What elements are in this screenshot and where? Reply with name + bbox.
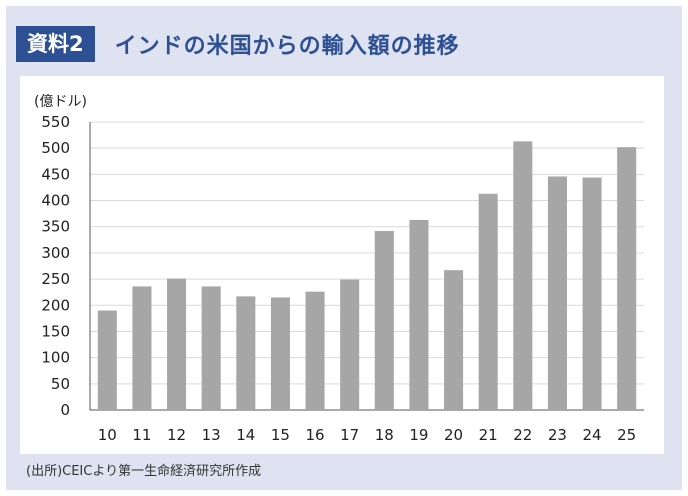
bar-22 bbox=[513, 141, 533, 410]
y-tick-label: 50 bbox=[51, 375, 70, 393]
bar-10 bbox=[97, 310, 117, 410]
x-tick-label: 25 bbox=[617, 426, 636, 444]
y-tick-label: 500 bbox=[41, 139, 70, 157]
bar-12 bbox=[167, 278, 187, 410]
bar-19 bbox=[409, 219, 429, 410]
y-tick-label: 150 bbox=[41, 322, 70, 340]
x-tick-label: 24 bbox=[583, 426, 602, 444]
y-tick-label: 0 bbox=[60, 401, 70, 419]
chart-panel: (億ドル) 0 50 100 150 200 250 300 350 400 450 500 550 1… bbox=[20, 76, 664, 454]
x-tick-label: 19 bbox=[409, 426, 428, 444]
bar-17 bbox=[340, 279, 360, 410]
x-tick-label: 10 bbox=[98, 426, 117, 444]
x-tick-label: 13 bbox=[202, 426, 221, 444]
y-tick-label: 350 bbox=[41, 218, 70, 236]
y-tick-label: 250 bbox=[41, 270, 70, 288]
bar-13 bbox=[201, 286, 221, 410]
bar-15 bbox=[270, 297, 290, 410]
y-tick-label: 550 bbox=[41, 113, 70, 131]
bar-11 bbox=[132, 286, 152, 410]
x-tick-label: 21 bbox=[479, 426, 498, 444]
y-axis-unit-label: (億ドル) bbox=[34, 94, 87, 110]
x-tick-label: 17 bbox=[340, 426, 359, 444]
source-note: (出所)CEICより第一生命経済研究所作成 bbox=[26, 464, 262, 479]
x-tick-label: 18 bbox=[375, 426, 394, 444]
y-tick-label: 450 bbox=[41, 165, 70, 183]
x-tick-label: 16 bbox=[306, 426, 325, 444]
figure-badge: 資料2 bbox=[16, 26, 95, 62]
bar-chart: (億ドル) 0 50 100 150 200 250 300 350 400 450 500 550 1… bbox=[34, 94, 644, 444]
bar-20 bbox=[444, 270, 464, 410]
y-tick-label: 400 bbox=[41, 192, 70, 210]
x-tick-label: 14 bbox=[236, 426, 255, 444]
bar-16 bbox=[305, 291, 325, 410]
x-tick-label: 22 bbox=[513, 426, 532, 444]
chart-header: 資料2 インドの米国からの輸入額の推移 bbox=[16, 24, 460, 64]
bar-14 bbox=[236, 296, 256, 410]
bar-25 bbox=[617, 147, 637, 410]
x-tick-label: 20 bbox=[444, 426, 463, 444]
x-tick-label: 11 bbox=[132, 426, 151, 444]
bar-23 bbox=[547, 176, 567, 410]
y-tick-label: 200 bbox=[41, 296, 70, 314]
y-tick-label: 100 bbox=[41, 349, 70, 367]
x-tick-label: 12 bbox=[167, 426, 186, 444]
x-tick-label: 23 bbox=[548, 426, 567, 444]
bar-18 bbox=[374, 230, 394, 410]
y-tick-label: 300 bbox=[41, 244, 70, 262]
bar-24 bbox=[582, 177, 602, 410]
chart-title: インドの米国からの輸入額の推移 bbox=[114, 34, 460, 59]
bar-21 bbox=[478, 193, 498, 410]
x-tick-label: 15 bbox=[271, 426, 290, 444]
